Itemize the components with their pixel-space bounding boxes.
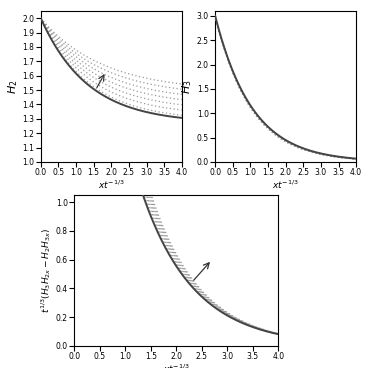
X-axis label: $xt^{-1/3}$: $xt^{-1/3}$ [272,178,299,191]
X-axis label: $xt^{-1/3}$: $xt^{-1/3}$ [98,178,125,191]
X-axis label: $xt^{-1/3}$: $xt^{-1/3}$ [163,362,190,368]
Y-axis label: $t^{1/3}(H_3H_{2x} - H_2H_{3x})$: $t^{1/3}(H_3H_{2x} - H_2H_{3x})$ [39,228,53,313]
Y-axis label: $H_3$: $H_3$ [180,79,194,94]
Y-axis label: $H_2$: $H_2$ [6,79,20,94]
